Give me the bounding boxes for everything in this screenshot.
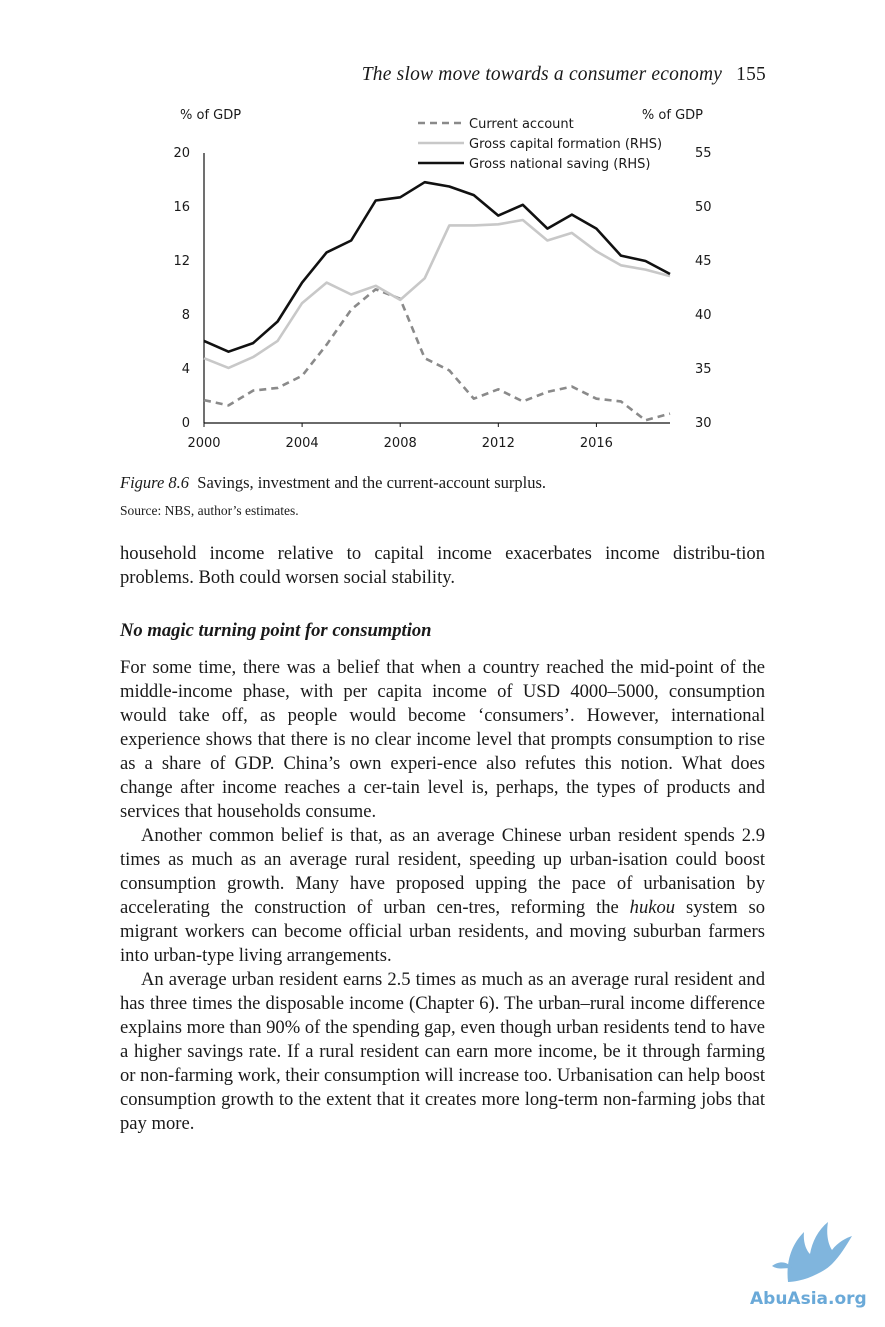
- series-line-3: [203, 180, 671, 353]
- watermark-text: AbuAsia.org: [750, 1289, 867, 1309]
- paragraph-3: An average urban resident earns 2.5 time…: [120, 969, 765, 1134]
- x-tick-label: 2008: [384, 436, 417, 451]
- y-right-tick-label: 35: [695, 362, 712, 377]
- legend-label: Gross capital formation (RHS): [469, 137, 662, 152]
- paragraph-2-text-a: Another common belief is that, as an ave…: [120, 825, 765, 918]
- paragraph-1: For some time, there was a belief that w…: [120, 657, 765, 822]
- line-chart: 0 4 8 12 16 20 30 35 40 45 50 55 2000 2004 2008 2012 201…: [173, 108, 711, 451]
- hukou-term: hukou: [629, 897, 676, 918]
- running-head-title: The slow move towards a consumer economy: [361, 64, 723, 85]
- y-left-tick-label: 8: [182, 308, 190, 323]
- chart-legend: Current account Gross capital formation (…: [418, 117, 662, 172]
- paragraph-2: Another common belief is that, as an ave…: [120, 824, 765, 968]
- paragraph-2-text-b: system so migrant workers can become off…: [120, 897, 766, 966]
- x-tick-label: 2004: [286, 436, 319, 451]
- y-right-tick-label: 30: [695, 416, 712, 431]
- series-line-1: [203, 288, 671, 422]
- body-text: For some time, there was a belief that w…: [120, 656, 765, 1136]
- y-left-tick-label: 16: [173, 200, 190, 215]
- y-right-tick-label: 55: [695, 146, 712, 161]
- figure-source: Source: NBS, author’s estimates.: [120, 503, 299, 518]
- chart-axes: 0 4 8 12 16 20 30 35 40 45 50 55 2000 2004 2008 2012 201…: [173, 108, 711, 451]
- continuation-text: household income relative to capital inc…: [120, 543, 765, 588]
- y-right-unit-label: % of GDP: [642, 108, 703, 123]
- figure-caption: Figure 8.6 Savings, investment and the c…: [120, 473, 770, 493]
- legend-label: Current account: [469, 117, 574, 132]
- continuation-paragraph: household income relative to capital inc…: [120, 542, 765, 590]
- chart-series: [203, 180, 671, 422]
- watermark-logo: AbuAsia.org: [750, 1222, 867, 1309]
- y-right-tick-label: 40: [695, 308, 712, 323]
- y-left-tick-label: 4: [182, 362, 190, 377]
- figure-label: Figure 8.6: [120, 473, 190, 492]
- watermark-bird-icon: [772, 1222, 852, 1282]
- series-line-2: [203, 218, 671, 370]
- figure-caption-text: Savings, investment and the current-acco…: [197, 473, 547, 492]
- y-right-tick-label: 50: [695, 200, 712, 215]
- x-tick-label: 2016: [580, 436, 613, 451]
- y-right-tick-label: 45: [695, 254, 712, 269]
- running-head: The slow move towards a consumer economy…: [300, 64, 766, 86]
- y-left-unit-label: % of GDP: [180, 108, 241, 123]
- y-left-tick-label: 20: [173, 146, 190, 161]
- section-heading: No magic turning point for consumption: [120, 620, 432, 641]
- page-number: 155: [736, 64, 766, 85]
- x-tick-label: 2000: [187, 436, 220, 451]
- legend-label: Gross national saving (RHS): [469, 157, 650, 172]
- y-left-tick-label: 0: [182, 416, 190, 431]
- x-tick-label: 2012: [482, 436, 515, 451]
- y-left-tick-label: 12: [173, 254, 190, 269]
